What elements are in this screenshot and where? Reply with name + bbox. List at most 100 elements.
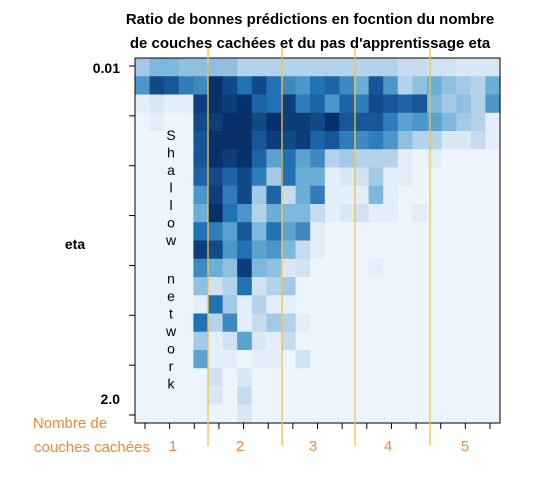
heatmap-cell [485,222,501,242]
heatmap-cell [324,350,340,369]
heatmap-cell [412,167,428,187]
heatmap-cell [295,350,311,369]
heatmap-cell [470,368,486,388]
heatmap-cell [368,313,384,333]
heatmap-cell [266,131,282,150]
heatmap-cell [164,404,180,424]
heatmap-cell [295,404,311,424]
heatmap-cell [441,368,457,388]
heatmap-cell [383,167,399,187]
heatmap-cell [310,112,326,132]
heatmap-cell [412,112,428,132]
heatmap-cell [354,76,370,96]
heatmap-cell [222,58,238,77]
heatmap-cell [237,149,253,169]
heatmap-cell [339,131,355,150]
heatmap-cell [397,112,413,132]
heatmap-cell [135,386,151,406]
heatmap-cell [485,94,501,114]
heatmap-cell [208,404,224,424]
heatmap-cell [470,131,486,150]
heatmap-cell [251,167,267,187]
heatmap-cell [266,222,282,242]
heatmap-cell [281,222,297,242]
heatmap-cell [178,204,194,223]
annotation-letter: r [169,358,174,374]
heatmap-cell [178,313,194,333]
heatmap-cell [135,350,151,369]
heatmap-cell [368,404,384,424]
heatmap-cell [222,404,238,424]
heatmap-cell [441,331,457,351]
heatmap-cell [412,386,428,406]
heatmap-cell [456,222,472,242]
heatmap-cell [354,94,370,114]
heatmap-cell [470,277,486,296]
heatmap-cell [339,112,355,132]
heatmap-cell [470,222,486,242]
heatmap-cell [441,386,457,406]
heatmap-cell [222,131,238,150]
heatmap-cell [149,295,165,315]
x-axis-ticks [144,423,491,429]
heatmap-cell [354,258,370,278]
heatmap-cell [456,240,472,260]
heatmap-cell [193,386,209,406]
heatmap-cell [470,386,486,406]
heatmap-cell [310,222,326,242]
heatmap-cell [310,404,326,424]
heatmap-cell [397,222,413,242]
heatmap-cell [354,240,370,260]
heatmap-cell [178,295,194,315]
heatmap-cell [324,167,340,187]
annotation-letter: h [167,145,175,161]
heatmap-cell [441,131,457,150]
heatmap-cell [383,277,399,296]
heatmap-cell [470,331,486,351]
heatmap-cell [149,76,165,96]
heatmap-cell [281,149,297,169]
annotation-letter: k [168,376,176,392]
annotation-letter: w [165,232,177,248]
heatmap-cell [251,258,267,278]
heatmap-cell [427,112,443,132]
heatmap-cell [354,222,370,242]
heatmap-cell [354,112,370,132]
heatmap-cell [470,240,486,260]
heatmap-cell [237,368,253,388]
heatmap-cell [324,94,340,114]
heatmap-cell [193,58,209,77]
heatmap-cell [339,222,355,242]
heatmap-cell [470,76,486,96]
heatmap-cell [251,313,267,333]
heatmap-cell [397,94,413,114]
heatmap-cell [427,185,443,205]
heatmap-cell [383,149,399,169]
heatmap-cell [397,258,413,278]
heatmap-cell [397,350,413,369]
heatmap-cell [222,313,238,333]
heatmap-cell [251,58,267,77]
heatmap-cell [412,258,428,278]
x-axis-label-line-2: couches cachées [34,439,150,456]
heatmap-cell [251,76,267,96]
heatmap-cell [456,149,472,169]
heatmap-cell [237,112,253,132]
heatmap-cell [222,386,238,406]
heatmap-cell [397,277,413,296]
heatmap-cell [456,112,472,132]
heatmap-cell [427,94,443,114]
heatmap-cell [266,258,282,278]
heatmap-cell [237,204,253,223]
heatmap-cell [193,331,209,351]
heatmap-cell [295,112,311,132]
heatmap-cell [368,277,384,296]
heatmap-cell [383,404,399,424]
heatmap-cell [310,331,326,351]
heatmap-cell [178,240,194,260]
heatmap-cell [339,404,355,424]
annotation-letter: t [169,306,173,322]
heatmap-cell [178,76,194,96]
heatmap-cell [485,277,501,296]
heatmap-cell [164,149,180,169]
